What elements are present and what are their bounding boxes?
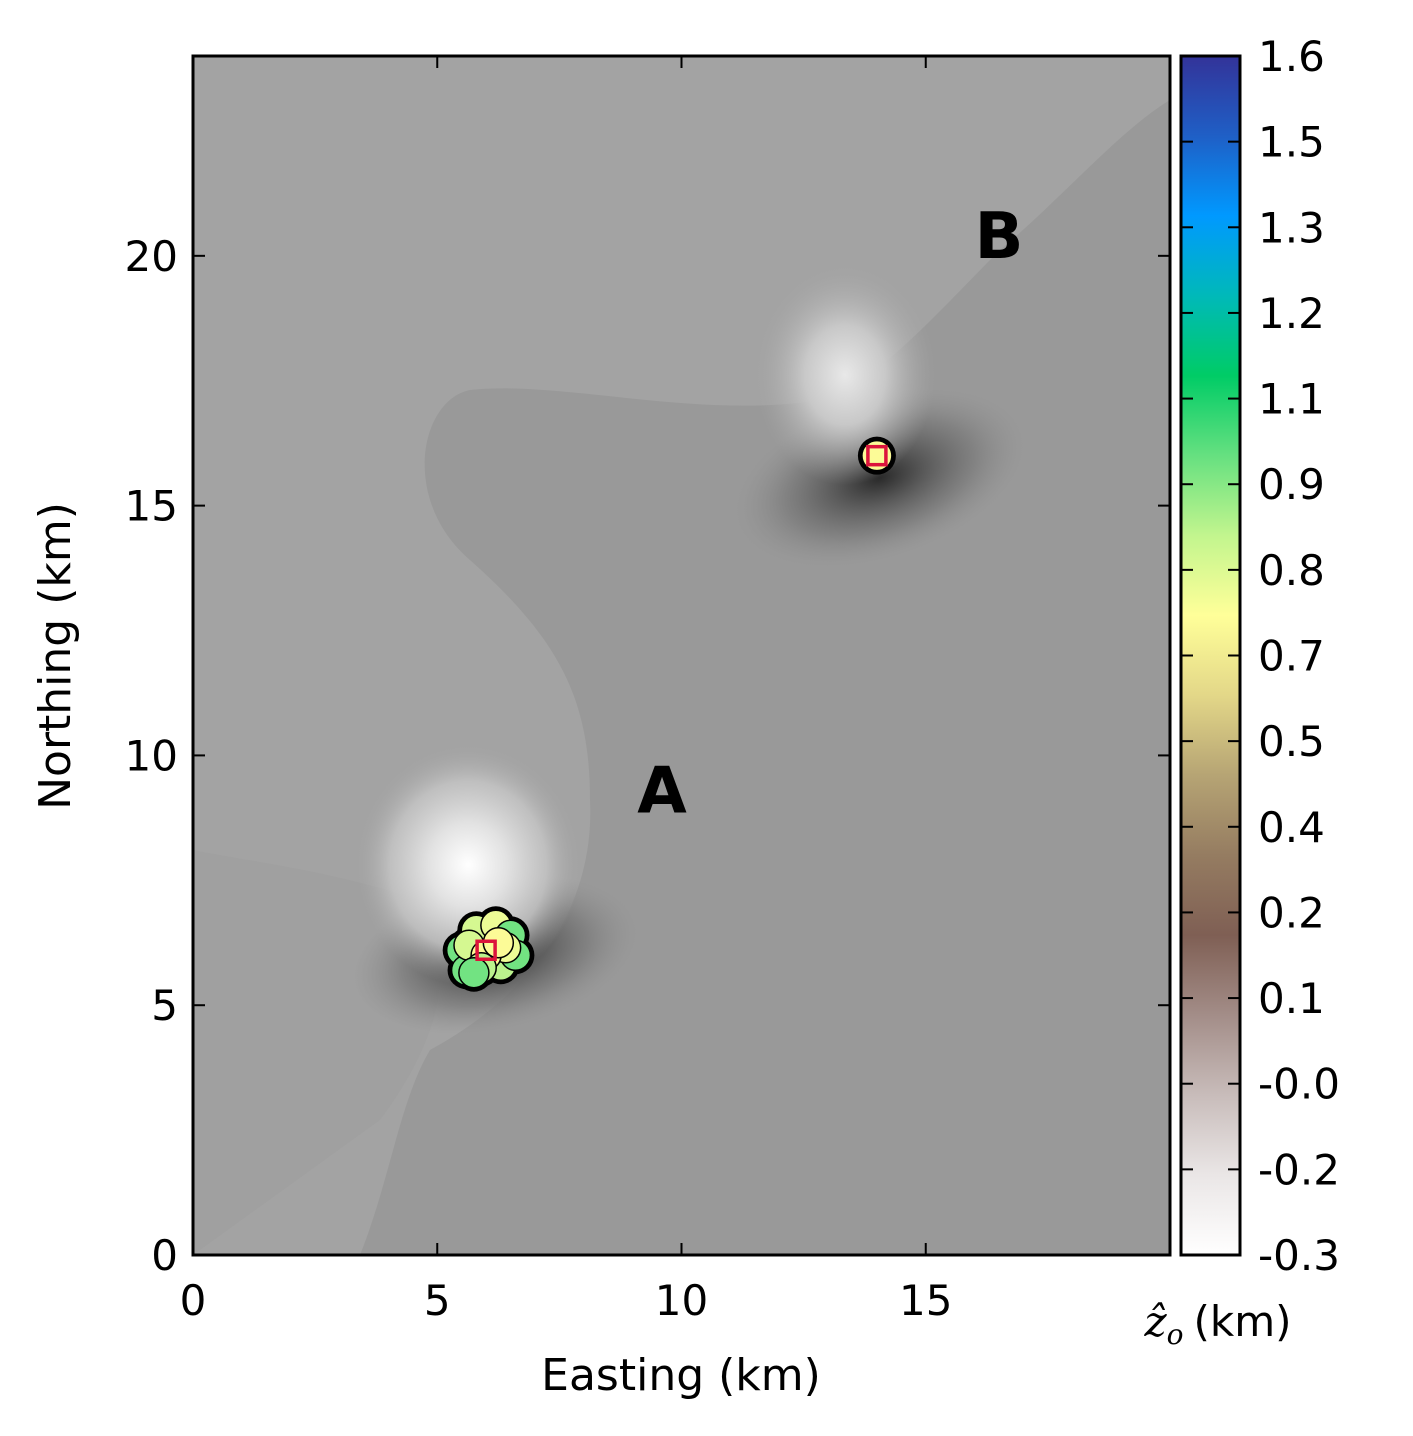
- colorbar-ticks: 1.6 1.5 1.3 1.2 1.1 0.9 0.8 0.7 0.5 0.4 0.2 0.1 -0.0…: [1181, 32, 1340, 1280]
- colorbar-tick-label: 1.5: [1258, 118, 1325, 167]
- y-tick-label: 10: [125, 731, 178, 780]
- colorbar-label-symbol: ẑ: [1143, 1297, 1167, 1346]
- colorbar-tick-label: -0.0: [1258, 1060, 1340, 1109]
- x-tick-labels: 0 5 10 15: [180, 1276, 953, 1325]
- colorbar-tick-label: -0.2: [1258, 1145, 1340, 1194]
- estimate-point: [458, 956, 490, 989]
- anomaly-b-bright-halo: [755, 265, 935, 485]
- y-tick-label: 5: [151, 981, 178, 1030]
- colorbar-tick-label: 1.3: [1258, 203, 1325, 252]
- colorbar-tick-label: -0.3: [1258, 1231, 1340, 1280]
- colorbar-tick-label: 0.9: [1258, 460, 1325, 509]
- colorbar-tick-label: 1.2: [1258, 289, 1325, 338]
- x-tick-label: 5: [424, 1276, 451, 1325]
- y-tick-label: 20: [125, 232, 178, 281]
- colorbar-label: ẑo (km): [1143, 1297, 1291, 1351]
- annotations: AB: [637, 200, 1023, 829]
- y-axis-label: Northing (km): [30, 502, 81, 810]
- annotation-label: B: [975, 200, 1024, 274]
- colorbar-tick-label: 0.5: [1258, 717, 1325, 766]
- true-locations: [475, 444, 888, 962]
- colorbar-tick-label: 0.2: [1258, 888, 1325, 937]
- y-tick-label: 0: [151, 1231, 178, 1280]
- contour-map: [193, 56, 1170, 1255]
- colorbar-tick-label: 0.1: [1258, 974, 1325, 1023]
- x-tick-label: 0: [180, 1276, 207, 1325]
- colorbar-tick-label: 1.6: [1258, 32, 1325, 81]
- colorbar-tick-label: 0.7: [1258, 632, 1325, 681]
- y-tick-label: 15: [125, 482, 178, 531]
- true-location-marker: [866, 444, 888, 467]
- plot-frame: [191, 54, 1172, 1257]
- colorbar-tick-label: 1.1: [1258, 375, 1325, 424]
- x-axis-label: Easting (km): [541, 1350, 821, 1401]
- x-tick-label: 15: [899, 1276, 952, 1325]
- colorbar-label-subscript: o: [1167, 1318, 1184, 1351]
- colorbar-tick-label: 0.4: [1258, 803, 1325, 852]
- colorbar: 1.6 1.5 1.3 1.2 1.1 0.9 0.8 0.7 0.5 0.4 0.2 0.1 -0.0…: [1143, 32, 1339, 1351]
- true-location-marker: [475, 939, 497, 962]
- colorbar-tick-label: 0.8: [1258, 546, 1325, 595]
- y-tick-labels: 0 5 10 15 20: [125, 232, 178, 1280]
- annotation-label: A: [637, 754, 687, 828]
- colorbar-label-unit: (km): [1193, 1297, 1291, 1346]
- x-tick-label: 10: [655, 1276, 708, 1325]
